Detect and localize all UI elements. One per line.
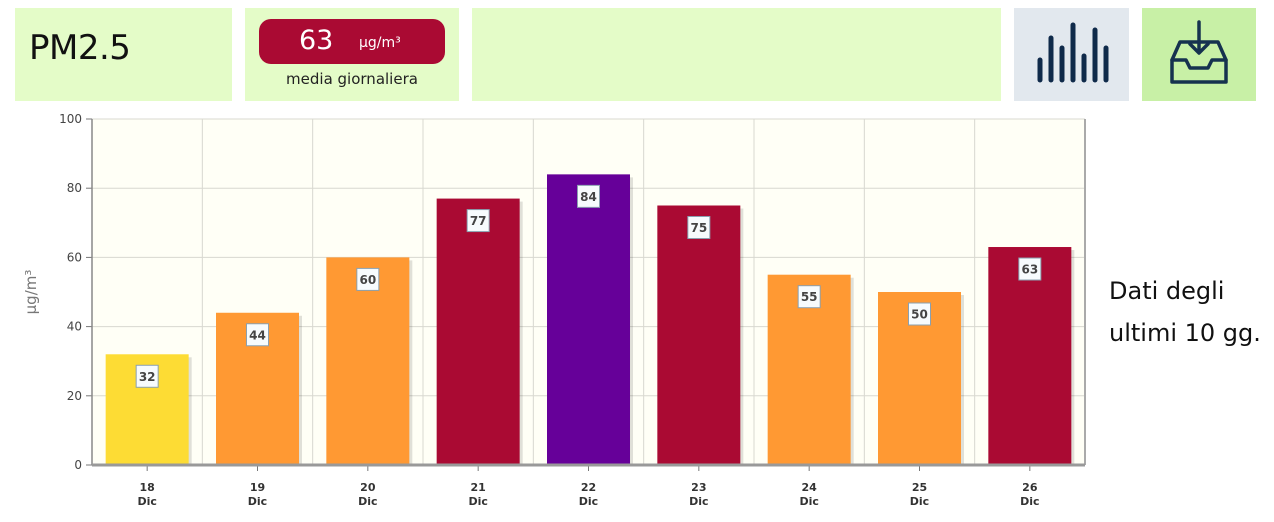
data-label: 50 — [911, 308, 928, 322]
x-tick-label: Dic — [579, 495, 598, 508]
x-tick-label: 21 — [471, 481, 486, 494]
x-tick-label: Dic — [137, 495, 156, 508]
bar[interactable] — [988, 247, 1072, 465]
x-tick-label: Dic — [468, 495, 487, 508]
y-tick-label: 100 — [59, 112, 82, 126]
chart-view-button[interactable] — [1014, 8, 1129, 101]
data-label-box — [908, 302, 931, 326]
pollutant-name: PM2.5 — [29, 28, 131, 68]
x-tick-label: 19 — [250, 481, 265, 494]
average-unit: µg/m³ — [359, 35, 401, 51]
y-axis-ticks: 0 20 40 60 80 100 — [59, 112, 92, 472]
data-label: 63 — [1021, 263, 1038, 277]
data-label: 60 — [359, 273, 376, 287]
bar[interactable] — [436, 198, 520, 465]
side-note-line-1: Dati degli — [1109, 277, 1225, 305]
x-tick-label: 18 — [140, 481, 155, 494]
data-label-box — [687, 216, 711, 239]
data-label-box — [246, 323, 269, 347]
x-tick-label: Dic — [799, 495, 818, 508]
data-label: 84 — [580, 190, 597, 204]
bar-chart-icon — [1037, 22, 1109, 83]
data-label-box — [356, 267, 380, 291]
x-tick-label: Dic — [689, 495, 708, 508]
y-tick-label: 60 — [67, 250, 82, 264]
data-label-box — [466, 209, 490, 233]
y-tick-label: 80 — [67, 181, 82, 195]
download-tray-icon — [1170, 20, 1228, 84]
data-label: 77 — [470, 214, 487, 228]
x-tick-label: 24 — [802, 481, 818, 494]
data-label: 32 — [139, 370, 156, 384]
y-tick-label: 40 — [67, 320, 82, 334]
x-tick-label: Dic — [248, 495, 267, 508]
side-note-line-2: ultimi 10 gg. — [1109, 319, 1261, 347]
y-tick-label: 20 — [67, 389, 82, 403]
average-badge: 63 µg/m³ — [259, 19, 445, 64]
data-label: 75 — [690, 221, 707, 235]
x-tick-label: 22 — [581, 481, 596, 494]
x-axis-ticks: 18Dic19Dic20Dic21Dic22Dic23Dic24Dic25Dic… — [137, 465, 1040, 508]
x-tick-label: Dic — [1020, 495, 1039, 508]
daily-average-panel: 63 µg/m³ media giornaliera — [245, 8, 459, 101]
download-button[interactable] — [1142, 8, 1256, 101]
pollutant-panel: PM2.5 — [15, 8, 232, 101]
header-spacer-panel — [472, 8, 1001, 101]
data-label: 55 — [801, 290, 818, 304]
data-label-box — [577, 184, 600, 208]
x-tick-label: 25 — [912, 481, 927, 494]
average-value: 63 — [299, 25, 334, 56]
y-axis-label: µg/m³ — [22, 270, 40, 315]
x-tick-label: Dic — [910, 495, 929, 508]
data-label-box — [1018, 257, 1042, 281]
side-note: Dati degli ultimi 10 gg. — [1109, 270, 1269, 354]
bar[interactable] — [326, 257, 410, 465]
x-tick-label: Dic — [358, 495, 377, 508]
average-label: media giornaliera — [286, 70, 418, 88]
data-label-box — [135, 364, 159, 388]
data-label-box — [797, 285, 821, 309]
data-label: 44 — [249, 328, 266, 342]
y-tick-label: 0 — [74, 458, 82, 472]
bar[interactable] — [547, 174, 630, 466]
x-tick-label: 23 — [691, 481, 706, 494]
x-tick-label: 20 — [360, 481, 376, 494]
bar[interactable] — [657, 205, 741, 466]
x-tick-label: 26 — [1022, 481, 1038, 494]
